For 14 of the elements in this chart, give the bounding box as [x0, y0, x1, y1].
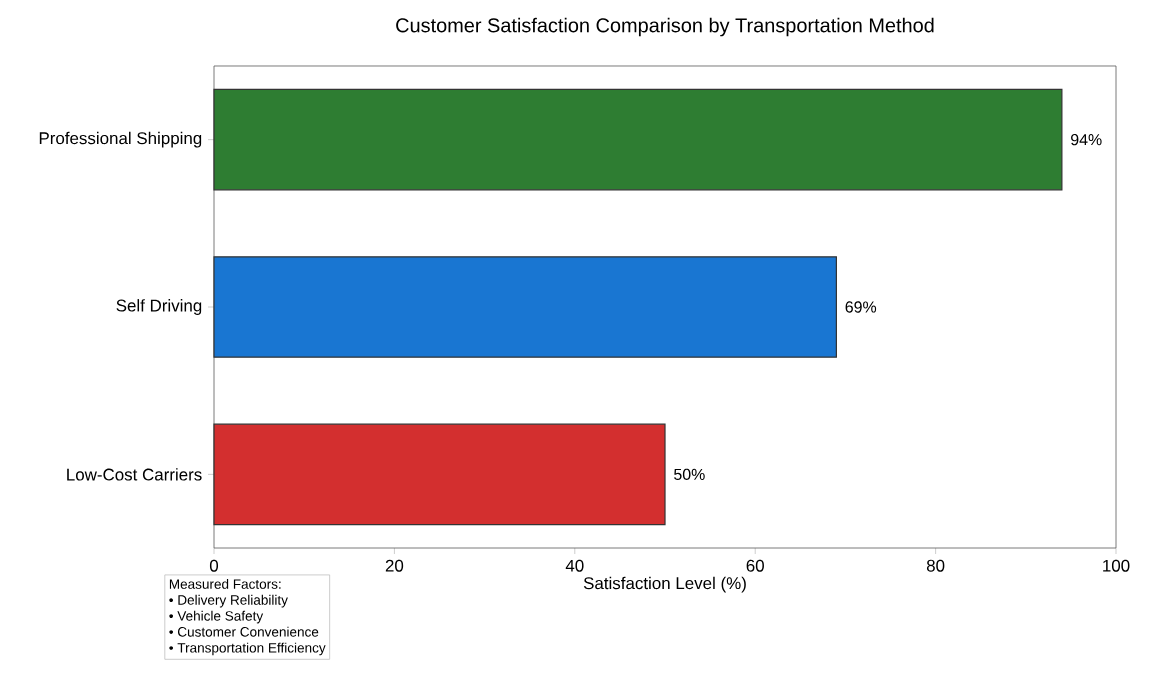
y-tick-label: Professional Shipping: [39, 131, 202, 148]
bar: [213, 88, 1063, 191]
y-tick-label: Self Driving: [116, 299, 202, 315]
x-axis-title: Satisfaction Level (%): [583, 576, 746, 593]
x-tick-label: 60: [746, 559, 764, 572]
x-tick-label: 40: [565, 559, 584, 572]
x-tick-label: 0: [209, 559, 219, 572]
x-tick-label: 100: [1103, 559, 1130, 572]
chart-title: Customer Satisfaction Comparison by Transportation Method: [396, 17, 934, 37]
x-tick-label: 80: [926, 559, 945, 572]
bar: [213, 423, 666, 526]
y-tick-label: Low-Cost Carriers: [67, 468, 202, 481]
x-tick-label: 20: [385, 559, 404, 572]
bar: [213, 256, 837, 358]
